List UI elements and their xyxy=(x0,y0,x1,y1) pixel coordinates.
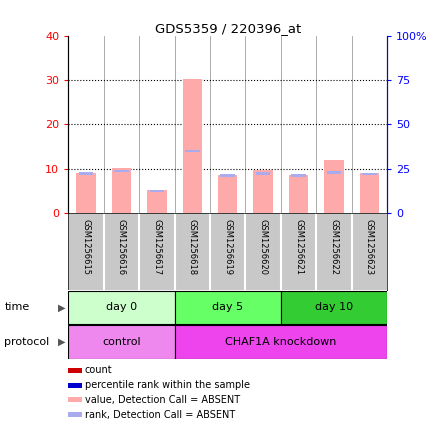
Bar xyxy=(281,291,387,324)
Text: control: control xyxy=(102,337,141,347)
Bar xyxy=(253,170,273,213)
Bar xyxy=(68,412,82,417)
Bar xyxy=(112,168,131,213)
Text: day 5: day 5 xyxy=(212,302,243,312)
Text: GSM1256621: GSM1256621 xyxy=(294,219,303,275)
Text: protocol: protocol xyxy=(4,337,50,347)
Bar xyxy=(68,383,82,387)
Text: ▶: ▶ xyxy=(58,337,66,347)
Bar xyxy=(362,173,377,176)
Text: GSM1256620: GSM1256620 xyxy=(259,219,268,275)
Bar xyxy=(68,325,175,359)
Text: GSM1256618: GSM1256618 xyxy=(188,219,197,275)
Bar xyxy=(147,190,167,213)
Bar xyxy=(220,174,235,177)
Text: percentile rank within the sample: percentile rank within the sample xyxy=(85,380,250,390)
Text: time: time xyxy=(4,302,29,312)
Text: GSM1256615: GSM1256615 xyxy=(81,219,91,275)
Bar xyxy=(68,291,175,324)
Bar xyxy=(218,175,238,213)
Text: rank, Detection Call = ABSENT: rank, Detection Call = ABSENT xyxy=(85,410,235,420)
Text: count: count xyxy=(85,365,112,375)
Bar xyxy=(291,174,306,177)
Bar xyxy=(175,325,387,359)
Bar xyxy=(68,368,82,373)
Text: day 0: day 0 xyxy=(106,302,137,312)
Title: GDS5359 / 220396_at: GDS5359 / 220396_at xyxy=(154,22,301,35)
Bar xyxy=(360,173,379,213)
Bar xyxy=(175,291,281,324)
Bar xyxy=(185,150,200,152)
Bar xyxy=(324,160,344,213)
Text: GSM1256616: GSM1256616 xyxy=(117,219,126,275)
Bar xyxy=(68,398,82,402)
Bar xyxy=(256,172,271,175)
Bar xyxy=(327,171,341,173)
Bar xyxy=(76,173,95,213)
Text: GSM1256622: GSM1256622 xyxy=(330,219,338,275)
Bar xyxy=(114,170,128,172)
Bar xyxy=(289,175,308,213)
Bar xyxy=(183,80,202,213)
Text: value, Detection Call = ABSENT: value, Detection Call = ABSENT xyxy=(85,395,240,405)
Text: CHAF1A knockdown: CHAF1A knockdown xyxy=(225,337,337,347)
Text: day 10: day 10 xyxy=(315,302,353,312)
Text: GSM1256619: GSM1256619 xyxy=(223,219,232,275)
Text: GSM1256617: GSM1256617 xyxy=(152,219,161,275)
Bar xyxy=(79,172,93,175)
Text: ▶: ▶ xyxy=(58,302,66,312)
Text: GSM1256623: GSM1256623 xyxy=(365,219,374,275)
Bar xyxy=(150,190,164,192)
